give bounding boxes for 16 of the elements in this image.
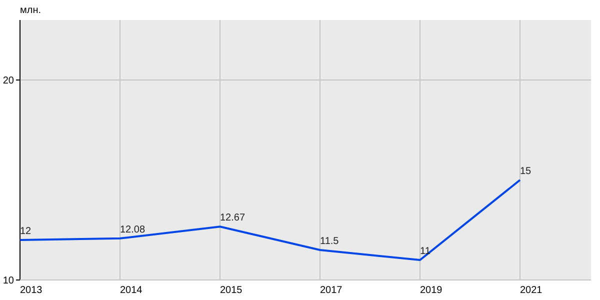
y-tick-label: 20 bbox=[2, 76, 14, 86]
line-series bbox=[19, 179, 521, 261]
x-tick-label: 2015 bbox=[220, 285, 243, 296]
data-label: 15 bbox=[520, 166, 532, 177]
data-label: 11.5 bbox=[320, 236, 340, 247]
x-tick-label: 2019 bbox=[420, 285, 443, 296]
data-label: 12 bbox=[20, 226, 32, 237]
data-label: 11 bbox=[420, 246, 431, 257]
x-tick-label: 2013 bbox=[20, 285, 43, 296]
x-tick-label: 2014 bbox=[120, 285, 143, 296]
y-tick-label: 10 bbox=[2, 276, 14, 286]
x-tick-label: 2021 bbox=[520, 285, 543, 296]
y-axis-title: млн. bbox=[20, 5, 42, 16]
data-label: 12.67 bbox=[220, 212, 246, 224]
x-tick-label: 2017 bbox=[320, 285, 343, 296]
data-label: 12.08 bbox=[120, 224, 146, 236]
